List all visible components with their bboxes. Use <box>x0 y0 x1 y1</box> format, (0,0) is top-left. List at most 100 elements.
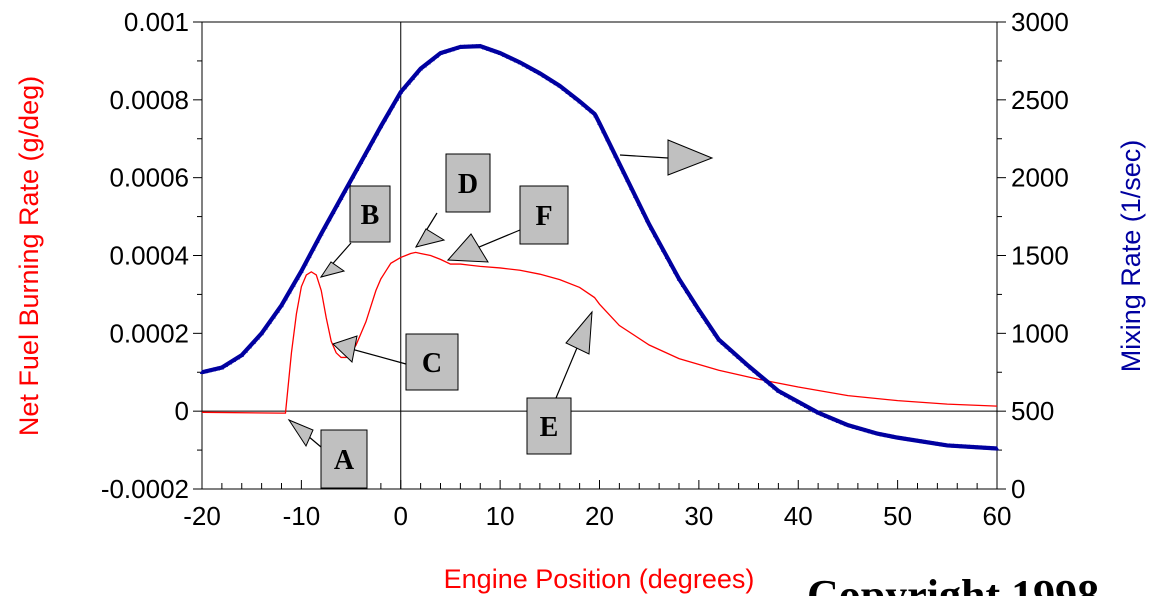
mixing-rate-marker <box>370 138 376 143</box>
mixing-rate-marker <box>398 89 403 94</box>
mixing-rate-marker <box>776 388 781 393</box>
mixing-rate-marker <box>203 368 209 374</box>
mixing-rate-marker <box>454 45 459 50</box>
mixing-rate-marker <box>823 413 829 418</box>
mixing-rate-marker <box>251 339 256 344</box>
y-right-tick-label: 2500 <box>1011 85 1069 115</box>
mixing-rate-marker <box>275 308 280 313</box>
mixing-rate-marker <box>466 44 471 49</box>
mixing-rate-marker <box>569 92 574 97</box>
mixing-rate-marker <box>315 238 320 243</box>
mixing-rate-marker <box>788 395 793 400</box>
mixing-rate-marker <box>323 224 328 229</box>
mixing-rate-marker <box>907 437 912 442</box>
mixing-rate-marker <box>354 166 360 172</box>
series-layer <box>199 43 1000 451</box>
mixing-rate-marker <box>338 195 344 200</box>
mixing-rate-marker <box>585 105 590 110</box>
callout-arrow-e <box>565 310 593 355</box>
mixing-rate-marker <box>959 443 964 449</box>
mixing-rate-marker <box>470 44 475 49</box>
mixing-rate-marker <box>891 434 896 439</box>
mixing-rate-marker <box>589 108 594 114</box>
mixing-rate-marker <box>541 73 547 78</box>
mixing-rate-marker <box>406 80 411 85</box>
mixing-rate-marker <box>386 110 392 115</box>
mixing-rate-marker <box>529 66 535 71</box>
mixing-rate-marker <box>414 70 419 76</box>
mixing-rate-marker <box>990 445 996 451</box>
mixing-rate-marker <box>279 302 284 308</box>
mixing-rate-marker <box>835 418 841 423</box>
y-left-tick-label: -0.0002 <box>101 474 189 504</box>
tick-labels: -20 -10 0 10 20 30 40 50 60 -0.0002 0 0.0002 0.0004 0… <box>101 7 1069 531</box>
mixing-rate-marker <box>939 442 944 447</box>
mixing-rate-marker <box>883 432 888 438</box>
callout-box-f <box>519 185 569 245</box>
mixing-rate-marker <box>796 399 801 404</box>
mixing-rate-marker <box>637 201 642 206</box>
mixing-rate-marker <box>756 371 761 377</box>
copyright-text: Copyright 1998 <box>807 571 1099 596</box>
mixing-rate-marker <box>219 365 225 370</box>
mixing-rate-marker <box>442 49 447 54</box>
mixing-rate-marker <box>505 54 511 59</box>
mixing-rate-marker <box>931 440 936 446</box>
callout-label-b: B <box>361 200 380 231</box>
mixing-rate-marker <box>263 325 268 330</box>
mixing-rate-marker <box>482 45 487 50</box>
mixing-rate-marker <box>621 169 626 174</box>
x-tick-label: -10 <box>283 501 321 531</box>
y-left-axis-title: Net Fuel Burning Rate (g/deg) <box>14 76 44 436</box>
mixing-rate-marker <box>557 83 562 88</box>
mixing-rate-marker <box>601 128 606 134</box>
mixing-rate-marker <box>307 253 312 258</box>
mixing-rate-marker <box>970 444 976 449</box>
mixing-rate-marker <box>255 335 260 340</box>
x-tick-label: 60 <box>983 501 1012 531</box>
mixing-rate-marker <box>955 443 960 448</box>
mixing-rate-marker <box>366 145 372 150</box>
x-tick-label: 30 <box>684 501 713 531</box>
axis-ticks <box>193 21 1006 490</box>
mixing-rate-marker <box>768 381 773 387</box>
mixing-rate-marker <box>358 159 364 164</box>
y-left-tick-label: 0 <box>175 396 189 426</box>
mixing-rate-marker <box>402 84 407 90</box>
mixing-rate-marker <box>211 367 217 372</box>
mixing-rate-marker <box>672 269 678 274</box>
mixing-rate-marker <box>291 282 296 287</box>
mixing-rate-marker <box>394 96 399 101</box>
mixing-rate-marker <box>815 410 821 415</box>
mixing-rate-marker <box>688 295 694 300</box>
mixing-rate-marker <box>319 231 324 236</box>
mixing-rate-marker <box>334 202 340 207</box>
mixing-rate-marker <box>283 296 288 301</box>
callout-label-a: A <box>334 445 355 476</box>
mixing-rate-marker <box>478 43 483 48</box>
y-right-tick-label: 1000 <box>1011 318 1069 348</box>
mixing-rate-marker <box>501 52 507 57</box>
mixing-rate-marker <box>486 46 491 51</box>
mixing-rate-marker <box>895 435 900 440</box>
mixing-rate-marker <box>617 161 622 166</box>
mixing-rate-marker <box>903 436 908 441</box>
callout-box-a <box>320 429 368 489</box>
y-left-tick-label: 0.0004 <box>109 241 189 271</box>
x-tick-label: 0 <box>394 501 408 531</box>
mixing-rate-marker <box>577 98 582 104</box>
mixing-rate-marker <box>760 375 765 380</box>
callout-label-d: D <box>458 169 478 200</box>
mixing-rate-marker <box>780 390 785 395</box>
mixing-rate-marker <box>430 56 435 62</box>
axis-pointer-line <box>619 154 669 159</box>
mixing-rate-marker <box>259 330 264 336</box>
y-right-axis-title: Mixing Rate (1/sec) <box>1116 140 1146 373</box>
mixing-rate-marker <box>720 340 725 345</box>
mixing-rate-marker <box>656 240 662 245</box>
mixing-rate-marker <box>215 366 221 371</box>
mixing-rate-marker <box>664 254 670 259</box>
mixing-rate-marker <box>350 174 356 179</box>
mixing-rate-marker <box>696 307 702 312</box>
mixing-rate-marker <box>911 437 916 442</box>
